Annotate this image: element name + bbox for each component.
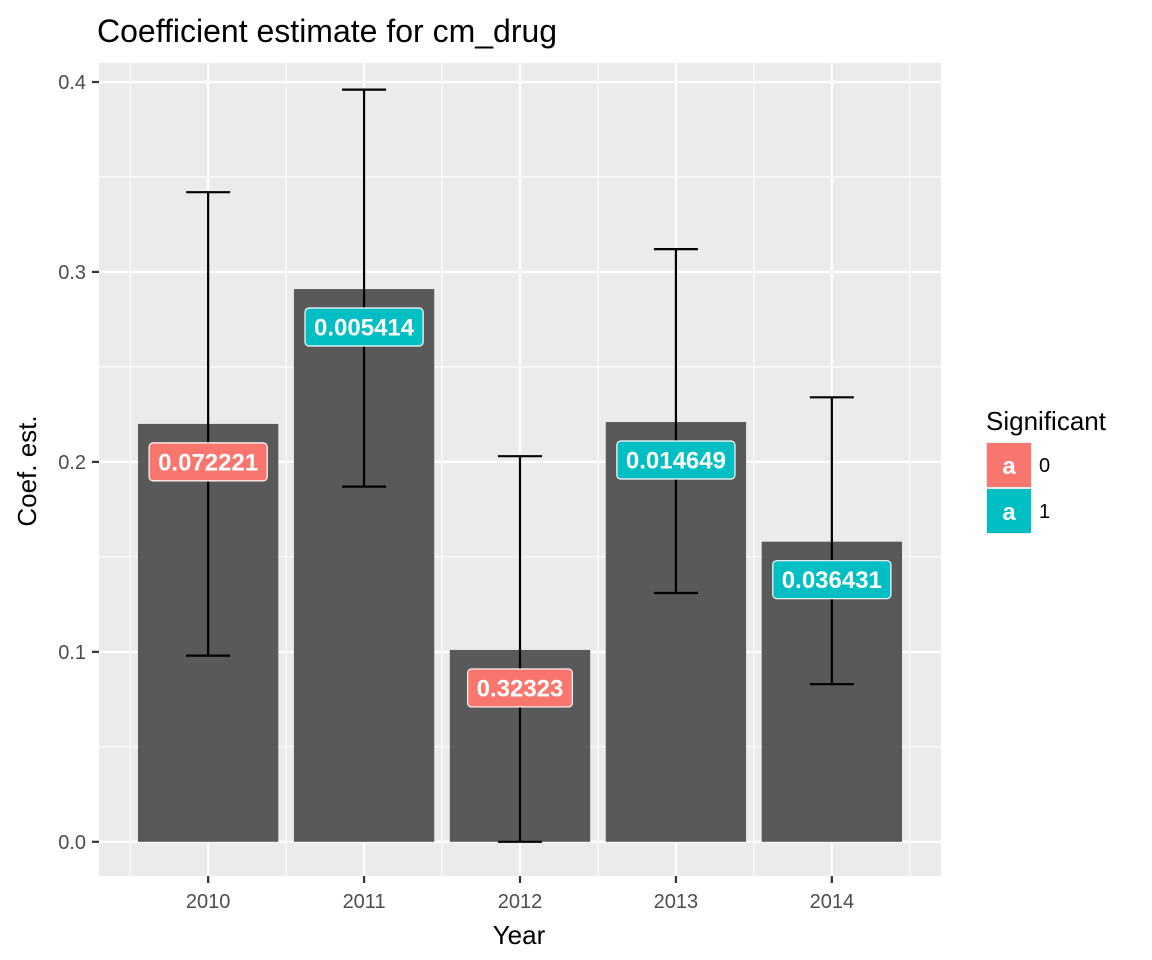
x-axis-title: Year [493,920,546,950]
y-tick-label: 0.2 [58,452,86,474]
x-axis: 2010 2011 2012 2013 2014 [186,876,854,913]
error-bar-2012 [498,455,542,843]
error-bar-2010 [186,191,231,657]
data-label-text: 0.036431 [782,567,882,594]
y-tick-label: 0.4 [58,72,86,94]
x-tick-label: 2010 [186,891,231,913]
error-bar-2013 [653,248,698,595]
legend-key-swatch [987,443,1031,487]
legend-label: 1 [1039,501,1050,523]
data-label-2010: 0.072221 [148,442,268,482]
legend-title: Significant [986,406,1107,436]
y-axis: 0.0 0.1 0.2 0.3 0.4 [58,72,99,854]
data-label-2013: 0.014649 [616,440,736,480]
x-tick-label: 2011 [343,891,386,913]
data-label-2014: 0.036431 [772,560,892,600]
data-label-text: 0.072221 [158,449,258,476]
x-tick-label: 2012 [498,891,543,913]
data-label-text: 0.005414 [314,315,415,342]
data-label-2012: 0.32323 [467,668,573,708]
x-tick-label: 2013 [654,891,699,913]
y-tick-label: 0.0 [58,832,86,854]
y-axis-title: Coef. est. [12,415,42,526]
y-tick-label: 0.3 [58,262,86,284]
data-label-text: 0.32323 [477,675,564,702]
y-tick-label: 0.1 [58,642,86,664]
legend-label: 0 [1039,455,1050,477]
data-label-text: 0.014649 [626,448,726,475]
error-bar-2014 [809,396,854,686]
error-bars [186,88,854,843]
legend-key-swatch [987,489,1031,533]
x-tick-label: 2014 [810,891,855,913]
chart-title: Coefficient estimate for cm_drug [97,13,557,49]
error-bar-2011 [342,88,387,488]
data-labels: 0.072221 0.005414 0.32323 0.014649 0.036431 [148,307,892,708]
data-label-2011: 0.005414 [304,307,424,347]
legend: Significant a 0a 1 [986,406,1107,534]
legend-key-letter: a [1002,499,1016,526]
legend-key-letter: a [1002,453,1016,480]
